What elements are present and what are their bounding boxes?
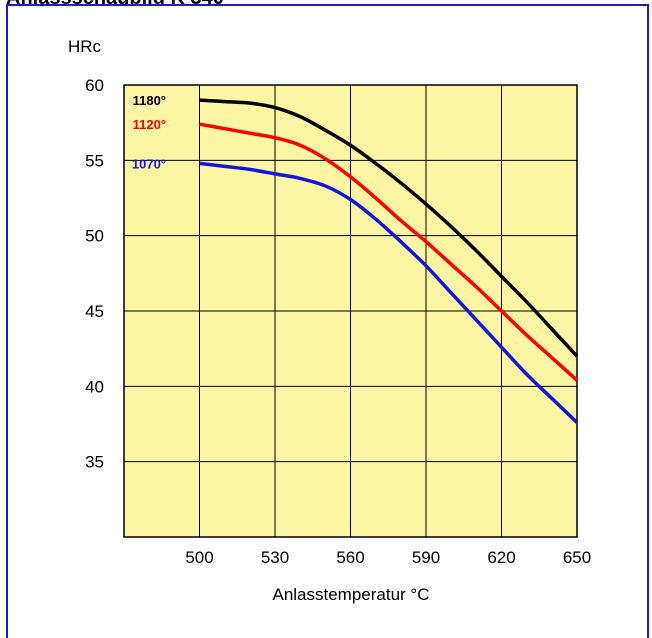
y-axis-label: HRc bbox=[68, 37, 102, 56]
x-tick-label: 530 bbox=[261, 548, 289, 567]
y-tick-labels: 35 40 45 50 55 60 bbox=[85, 76, 104, 472]
y-tick-label: 50 bbox=[85, 227, 104, 246]
series-label-2: 1070° bbox=[132, 156, 166, 171]
x-tick-labels: 500 530 560 590 620 650 bbox=[185, 548, 591, 567]
plot-border bbox=[123, 84, 578, 538]
series-group bbox=[199, 98, 579, 424]
y-tick-label: 60 bbox=[85, 76, 104, 95]
y-tick-label: 40 bbox=[85, 377, 104, 396]
x-tick-label: 590 bbox=[412, 548, 440, 567]
x-tick-label: 560 bbox=[336, 548, 364, 567]
y-tick-label: 35 bbox=[85, 453, 104, 472]
y-tick-label: 45 bbox=[85, 302, 104, 321]
x-tick-label: 500 bbox=[185, 548, 213, 567]
x-tick-label: 620 bbox=[487, 548, 515, 567]
series-label-0: 1180° bbox=[133, 93, 166, 108]
series-label-1: 1120° bbox=[133, 117, 166, 132]
series-labels: 1180° 1120° 1070° bbox=[132, 93, 166, 171]
series-line-0 bbox=[199, 98, 579, 358]
y-tick-label: 55 bbox=[85, 151, 104, 170]
series-line-1 bbox=[199, 122, 579, 382]
series-line-2 bbox=[199, 161, 579, 424]
x-tick-label: 650 bbox=[563, 548, 591, 567]
x-axis-label: Anlasstemperatur °C bbox=[272, 585, 429, 604]
